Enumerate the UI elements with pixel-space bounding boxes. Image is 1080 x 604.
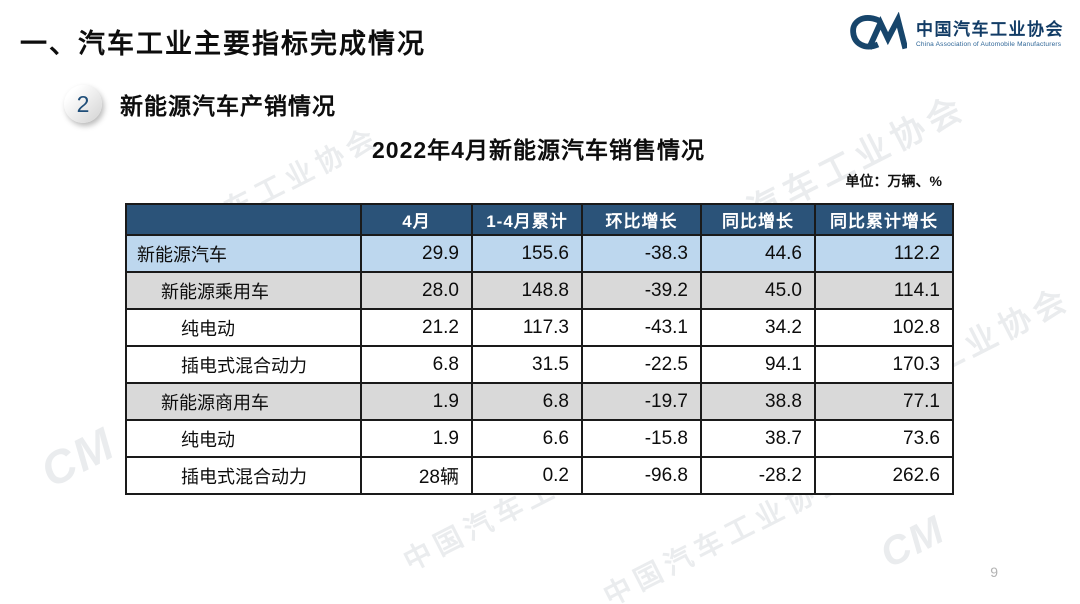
table-row: 纯电动 1.9 6.6 -15.8 38.7 73.6 (125, 419, 954, 458)
cell-value: 94.1 (700, 345, 816, 384)
table-row: 新能源乘用车 28.0 148.8 -39.2 45.0 114.1 (125, 271, 954, 310)
row-label: 纯电动 (125, 419, 362, 458)
column-header: 4月 (360, 203, 473, 236)
row-label: 插电式混合动力 (125, 345, 362, 384)
table-row: 新能源商用车 1.9 6.8 -19.7 38.8 77.1 (125, 382, 954, 421)
cell-value: -19.7 (581, 382, 702, 421)
cell-value: 170.3 (814, 345, 954, 384)
watermark-cm-logo: CM (873, 507, 953, 577)
cell-value: 6.8 (360, 345, 473, 384)
watermark-cm-logo: CM (32, 416, 124, 498)
cell-value: 45.0 (700, 271, 816, 310)
cell-value: 148.8 (471, 271, 583, 310)
cell-value: -43.1 (581, 308, 702, 347)
column-header: 同比增长 (700, 203, 816, 236)
cell-value: 21.2 (360, 308, 473, 347)
table-row: 插电式混合动力 28辆 0.2 -96.8 -28.2 262.6 (125, 456, 954, 495)
table-row: 新能源汽车 29.9 155.6 -38.3 44.6 112.2 (125, 234, 954, 273)
row-label: 新能源乘用车 (125, 271, 362, 310)
row-label: 纯电动 (125, 308, 362, 347)
cell-value: 155.6 (471, 234, 583, 273)
cell-value: 117.3 (471, 308, 583, 347)
section-title: 新能源汽车产销情况 (120, 93, 336, 119)
cell-value: -96.8 (581, 456, 702, 495)
org-name-en: China Association of Automobile Manufact… (916, 41, 1062, 49)
cell-value: -28.2 (700, 456, 816, 495)
row-label: 插电式混合动力 (125, 456, 362, 495)
cell-value: -39.2 (581, 271, 702, 310)
section-heading: 2 新能源汽车产销情况 (64, 85, 336, 123)
table-row: 纯电动 21.2 117.3 -43.1 34.2 102.8 (125, 308, 954, 347)
column-header: 1-4月累计 (471, 203, 583, 236)
table-header-row: 4月 1-4月累计 环比增长 同比增长 同比累计增长 (125, 203, 954, 236)
org-name-cn: 中国汽车工业协会 (916, 19, 1064, 39)
cell-value: 28.0 (360, 271, 473, 310)
caam-logo: 中国汽车工业协会 China Association of Automobile… (849, 11, 1064, 57)
cm-logo-icon (849, 11, 909, 57)
cell-value: 38.7 (700, 419, 816, 458)
cell-value: 1.9 (360, 382, 473, 421)
page-number: 9 (990, 564, 998, 580)
cell-value: 6.8 (471, 382, 583, 421)
section-number-badge: 2 (64, 85, 102, 123)
cell-value: 102.8 (814, 308, 954, 347)
cell-value: -15.8 (581, 419, 702, 458)
cell-value: 114.1 (814, 271, 954, 310)
cell-value: -22.5 (581, 345, 702, 384)
cell-value: 34.2 (700, 308, 816, 347)
cell-value: 29.9 (360, 234, 473, 273)
cell-value: 112.2 (814, 234, 954, 273)
column-header: 环比增长 (581, 203, 702, 236)
table-row: 插电式混合动力 6.8 31.5 -22.5 94.1 170.3 (125, 345, 954, 384)
cell-value: 77.1 (814, 382, 954, 421)
cell-value: 31.5 (471, 345, 583, 384)
row-label: 新能源汽车 (125, 234, 362, 273)
cell-value: 0.2 (471, 456, 583, 495)
sales-table-body: 新能源汽车 29.9 155.6 -38.3 44.6 112.2 新能源乘用车 28.0 14… (125, 234, 954, 495)
table-title: 2022年4月新能源汽车销售情况 (372, 137, 705, 163)
column-header: 同比累计增长 (814, 203, 954, 236)
page-title: 一、汽车工业主要指标完成情况 (20, 29, 426, 59)
sales-table: 4月 1-4月累计 环比增长 同比增长 同比累计增长 新能源汽车 29.9 155.6 -38… (125, 203, 954, 495)
cell-value: 73.6 (814, 419, 954, 458)
cell-value: 44.6 (700, 234, 816, 273)
cell-value: 262.6 (814, 456, 954, 495)
cell-value: 1.9 (360, 419, 473, 458)
cell-value: -38.3 (581, 234, 702, 273)
unit-label: 单位：万辆、% (845, 173, 942, 189)
row-label: 新能源商用车 (125, 382, 362, 421)
cell-value: 38.8 (700, 382, 816, 421)
cell-value: 6.6 (471, 419, 583, 458)
column-header-empty (125, 203, 362, 236)
cell-value: 28辆 (360, 456, 473, 495)
